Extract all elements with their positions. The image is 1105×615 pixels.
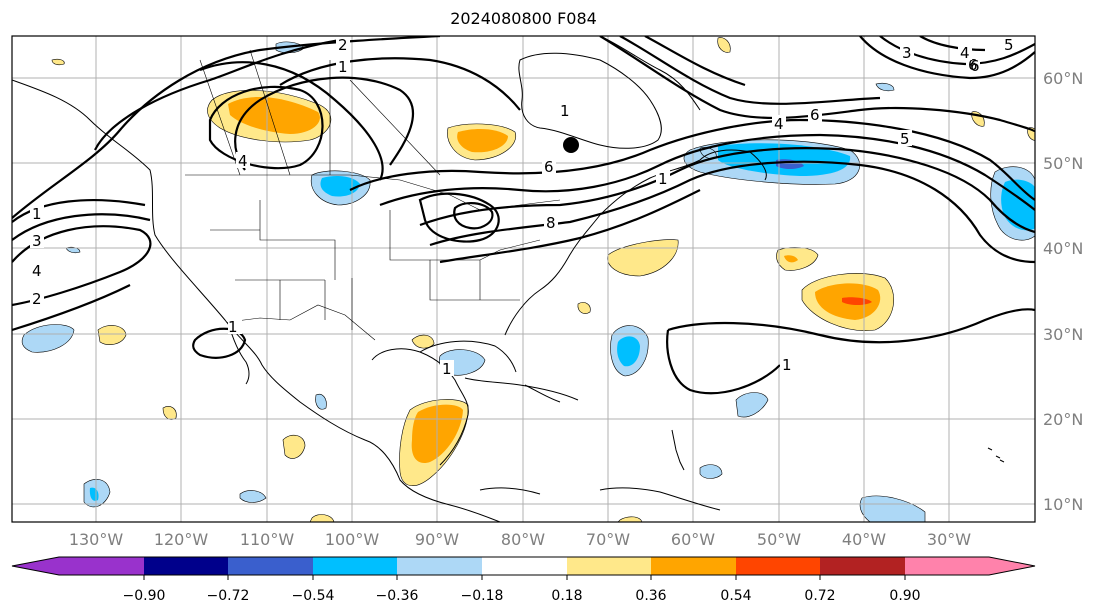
- lon-label: 60°W: [671, 530, 715, 549]
- lon-label: 130°W: [69, 530, 124, 549]
- colorbar-segment: [313, 557, 397, 575]
- colorbar-segment: [651, 557, 736, 575]
- contour-label: 1: [442, 360, 452, 378]
- contour-label: 5: [1004, 36, 1014, 54]
- contour-label: 2: [32, 290, 42, 308]
- lon-label: 100°W: [325, 530, 380, 549]
- contour-label: 1: [32, 205, 42, 223]
- lat-label: 40°N: [1043, 239, 1083, 258]
- lon-label: 120°W: [154, 530, 209, 549]
- contour-label: 5: [900, 130, 910, 148]
- lon-label: 40°W: [842, 530, 886, 549]
- colorbar-segment: [820, 557, 905, 575]
- colorbar-tick-label: 0.90: [889, 588, 920, 604]
- colorbar-tick-label: −0.18: [461, 588, 504, 604]
- contour-label: 1: [228, 318, 238, 336]
- contour-labels-group: 2 1 1 4 6 4 6 5 6 1 3 4 2 1 3 4 5 6 1: [30, 36, 1016, 378]
- lat-label: 30°N: [1043, 325, 1083, 344]
- contour-label: 4: [960, 44, 970, 62]
- lon-label: 70°W: [586, 530, 630, 549]
- contour-label: 4: [238, 152, 248, 170]
- colorbar-tick-label: −0.36: [376, 588, 419, 604]
- lat-label: 60°N: [1043, 69, 1083, 88]
- lon-label: 90°W: [415, 530, 459, 549]
- contour-label: 4: [774, 115, 784, 133]
- colorbar-tick-label: 0.54: [720, 588, 751, 604]
- contour-label: 1: [338, 58, 348, 76]
- colorbar-tick-label: −0.90: [123, 588, 166, 604]
- contour-label: 3: [902, 44, 912, 62]
- colorbar-ticks: [143, 575, 906, 580]
- lat-label: 20°N: [1043, 410, 1083, 429]
- latitude-labels: 60°N 50°N 40°N 30°N 20°N 10°N: [1043, 69, 1083, 514]
- contour-label: 6: [544, 158, 554, 176]
- colorbar-segment: [397, 557, 482, 575]
- colorbar-segment: [144, 557, 228, 575]
- contour-label: 3: [32, 232, 42, 250]
- lat-label: 50°N: [1043, 154, 1083, 173]
- lon-label: 50°W: [757, 530, 801, 549]
- contour-label: 8: [546, 214, 556, 232]
- contour-label: 6: [970, 57, 980, 75]
- lon-label: 110°W: [240, 530, 295, 549]
- contour-label: 1: [560, 102, 570, 120]
- contour-label: 4: [32, 262, 42, 280]
- contour-label: 1: [782, 356, 792, 374]
- contour-label: 6: [810, 106, 820, 124]
- colorbar-tick-label: −0.72: [207, 588, 250, 604]
- colorbar-segment: [59, 557, 144, 575]
- colorbar-extend-low: [12, 557, 59, 575]
- map-title: 2024080800 F084: [450, 9, 597, 28]
- contour-label: 1: [658, 170, 668, 188]
- coastlines: [12, 36, 1005, 522]
- colorbar-segment: [905, 557, 989, 575]
- colorbar-segment: [567, 557, 651, 575]
- lon-label: 80°W: [501, 530, 545, 549]
- colorbar-tick-label: −0.54: [292, 588, 335, 604]
- political-borders: [185, 49, 561, 341]
- colorbar-segment: [228, 557, 313, 575]
- colorbar-tick-label: 0.36: [635, 588, 666, 604]
- colorbar-extend-high: [989, 557, 1035, 575]
- longitude-labels: 130°W 120°W 110°W 100°W 90°W 80°W 70°W 6…: [69, 530, 971, 549]
- contour-label: 2: [338, 36, 348, 54]
- lat-label: 10°N: [1043, 495, 1083, 514]
- lon-label: 30°W: [927, 530, 971, 549]
- colorbar-tick-label: 0.18: [551, 588, 582, 604]
- colorbar-outline: [11, 556, 1036, 576]
- colorbar: −0.90 −0.72 −0.54 −0.36 −0.18 0.18 0.36 …: [11, 556, 1036, 604]
- location-marker: [563, 137, 579, 153]
- colorbar-segment: [482, 557, 567, 575]
- contour-label: 6: [968, 56, 978, 74]
- map-frame: [11, 35, 1036, 523]
- colorbar-tick-label: 0.72: [804, 588, 835, 604]
- colorbar-segment: [736, 557, 820, 575]
